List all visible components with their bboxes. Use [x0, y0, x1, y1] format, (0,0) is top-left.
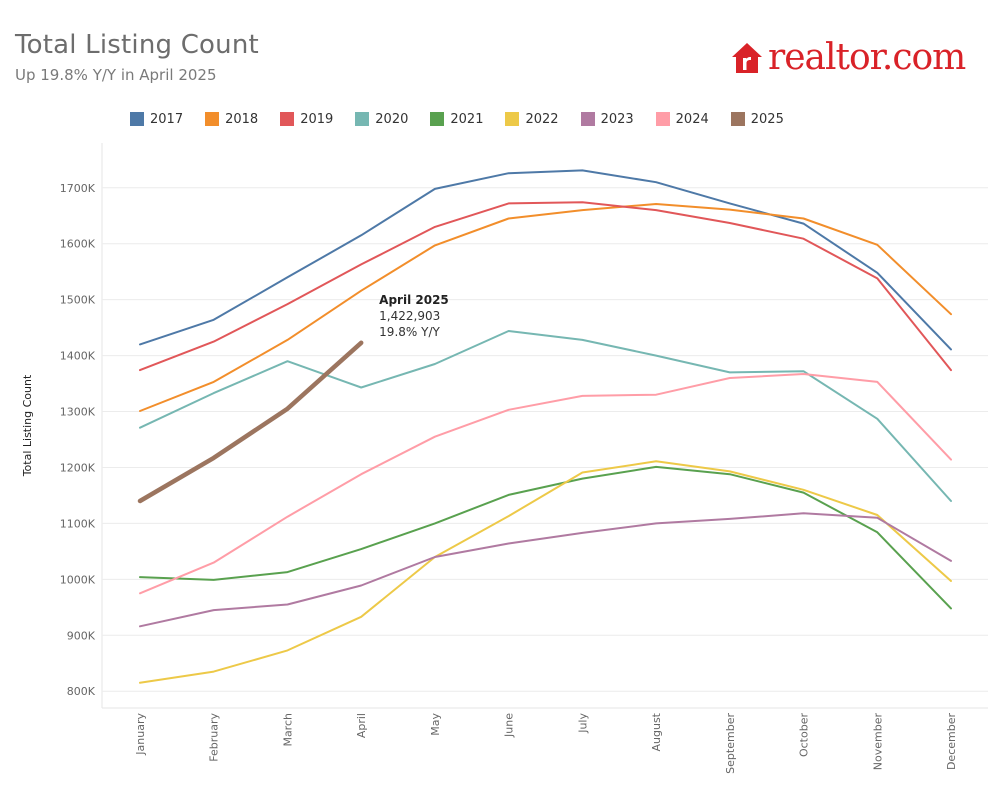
- annotation-line: April 2025: [379, 293, 449, 307]
- legend-item-2021[interactable]: 2021: [430, 110, 483, 128]
- chart-legend: 2017 2018 2019 2020 2021 2022 2023 2024 2025: [130, 110, 806, 128]
- series-line-2023[interactable]: [139, 512, 952, 628]
- legend-swatch: [655, 112, 670, 126]
- y-tick-label: 1700K: [60, 182, 96, 195]
- realtor-logo[interactable]: realtor.com: [730, 37, 966, 78]
- annotation-line: 19.8% Y/Y: [379, 325, 440, 339]
- x-tick-label: August: [650, 712, 663, 751]
- x-tick-label: December: [945, 713, 958, 771]
- legend-swatch: [580, 112, 595, 126]
- legend-item-2022[interactable]: 2022: [505, 110, 559, 128]
- y-tick-label: 1500K: [60, 294, 96, 307]
- y-tick-label: 1000K: [60, 573, 96, 586]
- series-line-2020[interactable]: [139, 330, 952, 502]
- legend-item-2024[interactable]: 2024: [655, 110, 709, 128]
- chart-title: Total Listing Count: [15, 30, 259, 60]
- series-line-2018[interactable]: [139, 203, 952, 412]
- y-axis-label: Total Listing Count: [21, 374, 34, 477]
- logo-text: realtor.com: [768, 37, 966, 78]
- legend-label: 2019: [300, 111, 334, 127]
- legend-item-2020[interactable]: 2020: [355, 110, 408, 128]
- series-line-2019[interactable]: [139, 201, 952, 372]
- legend-item-2017[interactable]: 2017: [130, 110, 183, 128]
- legend-swatch: [130, 112, 144, 126]
- y-tick-label: 800K: [67, 685, 96, 698]
- y-tick-label: 1200K: [60, 461, 96, 474]
- legend-swatch: [205, 112, 220, 126]
- x-tick-label: November: [871, 713, 884, 771]
- series-line-2021[interactable]: [139, 465, 952, 610]
- annotation-line: 1,422,903: [379, 309, 440, 323]
- legend-label: 2020: [375, 111, 409, 127]
- x-tick-label: March: [281, 713, 294, 747]
- legend-item-2023[interactable]: 2023: [580, 110, 634, 128]
- legend-item-2019[interactable]: 2019: [280, 110, 333, 128]
- legend-label: 2021: [450, 111, 484, 127]
- legend-item-2018[interactable]: 2018: [205, 110, 258, 128]
- x-tick-label: June: [503, 713, 516, 738]
- house-logo-icon: [732, 43, 762, 73]
- legend-swatch: [430, 112, 445, 126]
- y-tick-label: 1400K: [60, 350, 96, 363]
- y-tick-label: 1600K: [60, 238, 96, 251]
- x-tick-label: May: [429, 713, 442, 736]
- legend-label: 2024: [675, 111, 709, 127]
- legend-label: 2025: [750, 111, 784, 127]
- series-line-2025[interactable]: [137, 340, 364, 504]
- y-tick-label: 1300K: [60, 406, 96, 419]
- x-tick-label: September: [724, 713, 737, 774]
- legend-label: 2018: [225, 111, 259, 127]
- legend-swatch: [505, 112, 520, 126]
- series-line-2022[interactable]: [139, 460, 952, 684]
- x-tick-label: April: [355, 713, 368, 738]
- x-tick-label: July: [576, 713, 589, 734]
- chart-subtitle: Up 19.8% Y/Y in April 2025: [15, 66, 217, 84]
- y-tick-label: 1100K: [60, 517, 96, 530]
- y-tick-label: 900K: [67, 629, 96, 642]
- x-tick-label: October: [798, 713, 811, 757]
- legend-swatch: [730, 112, 745, 126]
- legend-item-2025[interactable]: 2025: [730, 110, 784, 128]
- legend-swatch: [355, 112, 370, 126]
- series-line-2024[interactable]: [139, 373, 952, 595]
- x-tick-label: February: [208, 713, 221, 762]
- legend-swatch: [280, 112, 295, 126]
- legend-label: 2017: [150, 111, 184, 127]
- legend-label: 2022: [525, 111, 559, 127]
- x-tick-label: January: [134, 713, 147, 756]
- series-line-2017[interactable]: [139, 169, 952, 351]
- legend-label: 2023: [600, 111, 634, 127]
